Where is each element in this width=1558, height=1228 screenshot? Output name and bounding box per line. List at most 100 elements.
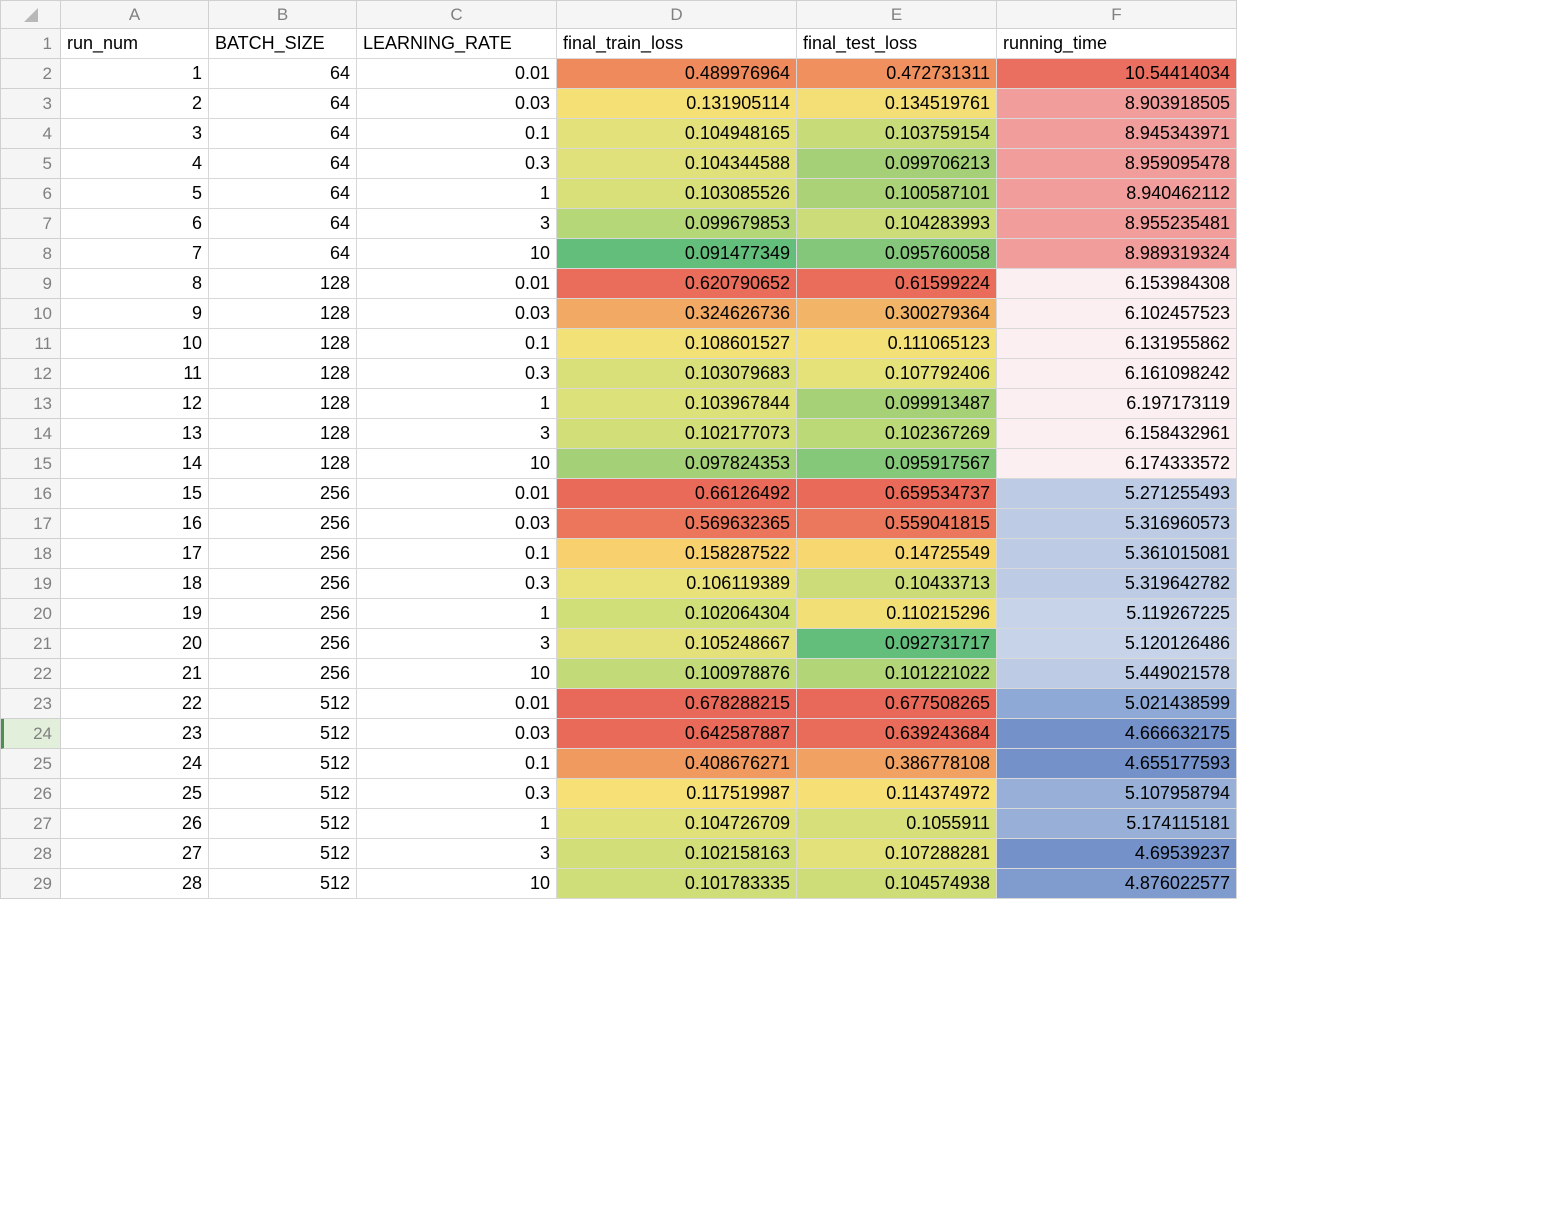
cell[interactable]: 0.569632365 — [557, 509, 797, 539]
header-cell-F[interactable]: running_time — [997, 29, 1237, 59]
row-header-15[interactable]: 15 — [1, 449, 61, 479]
cell[interactable]: 18 — [61, 569, 209, 599]
cell[interactable]: 0.111065123 — [797, 329, 997, 359]
cell[interactable]: 0.114374972 — [797, 779, 997, 809]
cell[interactable]: 5.316960573 — [997, 509, 1237, 539]
cell[interactable]: 0.100978876 — [557, 659, 797, 689]
row-header-17[interactable]: 17 — [1, 509, 61, 539]
row-header-8[interactable]: 8 — [1, 239, 61, 269]
row-header-24[interactable]: 24 — [1, 719, 61, 749]
cell[interactable]: 5 — [61, 179, 209, 209]
column-header-C[interactable]: C — [357, 1, 557, 29]
cell[interactable]: 1 — [357, 179, 557, 209]
cell[interactable]: 256 — [209, 509, 357, 539]
cell[interactable]: 3 — [357, 209, 557, 239]
cell[interactable]: 22 — [61, 689, 209, 719]
row-header-25[interactable]: 25 — [1, 749, 61, 779]
cell[interactable]: 0.03 — [357, 719, 557, 749]
row-header-26[interactable]: 26 — [1, 779, 61, 809]
row-header-22[interactable]: 22 — [1, 659, 61, 689]
cell[interactable]: 0.61599224 — [797, 269, 997, 299]
cell[interactable]: 256 — [209, 569, 357, 599]
cell[interactable]: 12 — [61, 389, 209, 419]
cell[interactable]: 10 — [61, 329, 209, 359]
cell[interactable]: 0.102367269 — [797, 419, 997, 449]
cell[interactable]: 64 — [209, 179, 357, 209]
cell[interactable]: 0.117519987 — [557, 779, 797, 809]
cell[interactable]: 128 — [209, 449, 357, 479]
cell[interactable]: 0.324626736 — [557, 299, 797, 329]
cell[interactable]: 0.105248667 — [557, 629, 797, 659]
cell[interactable]: 5.119267225 — [997, 599, 1237, 629]
cell[interactable]: 1 — [357, 599, 557, 629]
cell[interactable]: 3 — [357, 419, 557, 449]
row-header-1[interactable]: 1 — [1, 29, 61, 59]
cell[interactable]: 0.489976964 — [557, 59, 797, 89]
cell[interactable]: 0.386778108 — [797, 749, 997, 779]
cell[interactable]: 10 — [357, 659, 557, 689]
cell[interactable]: 0.559041815 — [797, 509, 997, 539]
cell[interactable]: 512 — [209, 839, 357, 869]
cell[interactable]: 14 — [61, 449, 209, 479]
cell[interactable]: 8.903918505 — [997, 89, 1237, 119]
cell[interactable]: 0.03 — [357, 509, 557, 539]
cell[interactable]: 0.102177073 — [557, 419, 797, 449]
cell[interactable]: 20 — [61, 629, 209, 659]
cell[interactable]: 0.104948165 — [557, 119, 797, 149]
cell[interactable]: 24 — [61, 749, 209, 779]
cell[interactable]: 25 — [61, 779, 209, 809]
cell[interactable]: 0.300279364 — [797, 299, 997, 329]
cell[interactable]: 512 — [209, 869, 357, 899]
column-header-F[interactable]: F — [997, 1, 1237, 29]
row-header-6[interactable]: 6 — [1, 179, 61, 209]
cell[interactable]: 8.989319324 — [997, 239, 1237, 269]
cell[interactable]: 0.3 — [357, 779, 557, 809]
row-header-13[interactable]: 13 — [1, 389, 61, 419]
cell[interactable]: 4.69539237 — [997, 839, 1237, 869]
cell[interactable]: 0.678288215 — [557, 689, 797, 719]
select-all-corner[interactable] — [1, 1, 61, 29]
cell[interactable]: 5.021438599 — [997, 689, 1237, 719]
cell[interactable]: 8.940462112 — [997, 179, 1237, 209]
column-header-B[interactable]: B — [209, 1, 357, 29]
cell[interactable]: 3 — [61, 119, 209, 149]
row-header-18[interactable]: 18 — [1, 539, 61, 569]
cell[interactable]: 1 — [357, 809, 557, 839]
cell[interactable]: 0.104726709 — [557, 809, 797, 839]
column-header-D[interactable]: D — [557, 1, 797, 29]
cell[interactable]: 0.131905114 — [557, 89, 797, 119]
row-header-3[interactable]: 3 — [1, 89, 61, 119]
cell[interactable]: 0.3 — [357, 569, 557, 599]
header-cell-E[interactable]: final_test_loss — [797, 29, 997, 59]
cell[interactable]: 3 — [357, 839, 557, 869]
cell[interactable]: 6.161098242 — [997, 359, 1237, 389]
row-header-16[interactable]: 16 — [1, 479, 61, 509]
cell[interactable]: 512 — [209, 809, 357, 839]
row-header-14[interactable]: 14 — [1, 419, 61, 449]
cell[interactable]: 6.174333572 — [997, 449, 1237, 479]
cell[interactable]: 26 — [61, 809, 209, 839]
cell[interactable]: 0.1 — [357, 119, 557, 149]
cell[interactable]: 0.639243684 — [797, 719, 997, 749]
cell[interactable]: 0.1055911 — [797, 809, 997, 839]
cell[interactable]: 4 — [61, 149, 209, 179]
row-header-21[interactable]: 21 — [1, 629, 61, 659]
cell[interactable]: 0.620790652 — [557, 269, 797, 299]
cell[interactable]: 128 — [209, 329, 357, 359]
cell[interactable]: 0.103967844 — [557, 389, 797, 419]
cell[interactable]: 0.03 — [357, 89, 557, 119]
cell[interactable]: 23 — [61, 719, 209, 749]
cell[interactable]: 0.1 — [357, 749, 557, 779]
cell[interactable]: 0.091477349 — [557, 239, 797, 269]
cell[interactable]: 0.10433713 — [797, 569, 997, 599]
cell[interactable]: 5.174115181 — [997, 809, 1237, 839]
cell[interactable]: 7 — [61, 239, 209, 269]
row-header-23[interactable]: 23 — [1, 689, 61, 719]
cell[interactable]: 0.408676271 — [557, 749, 797, 779]
header-cell-C[interactable]: LEARNING_RATE — [357, 29, 557, 59]
cell[interactable]: 0.107792406 — [797, 359, 997, 389]
cell[interactable]: 13 — [61, 419, 209, 449]
cell[interactable]: 0.102158163 — [557, 839, 797, 869]
cell[interactable]: 128 — [209, 419, 357, 449]
column-header-E[interactable]: E — [797, 1, 997, 29]
